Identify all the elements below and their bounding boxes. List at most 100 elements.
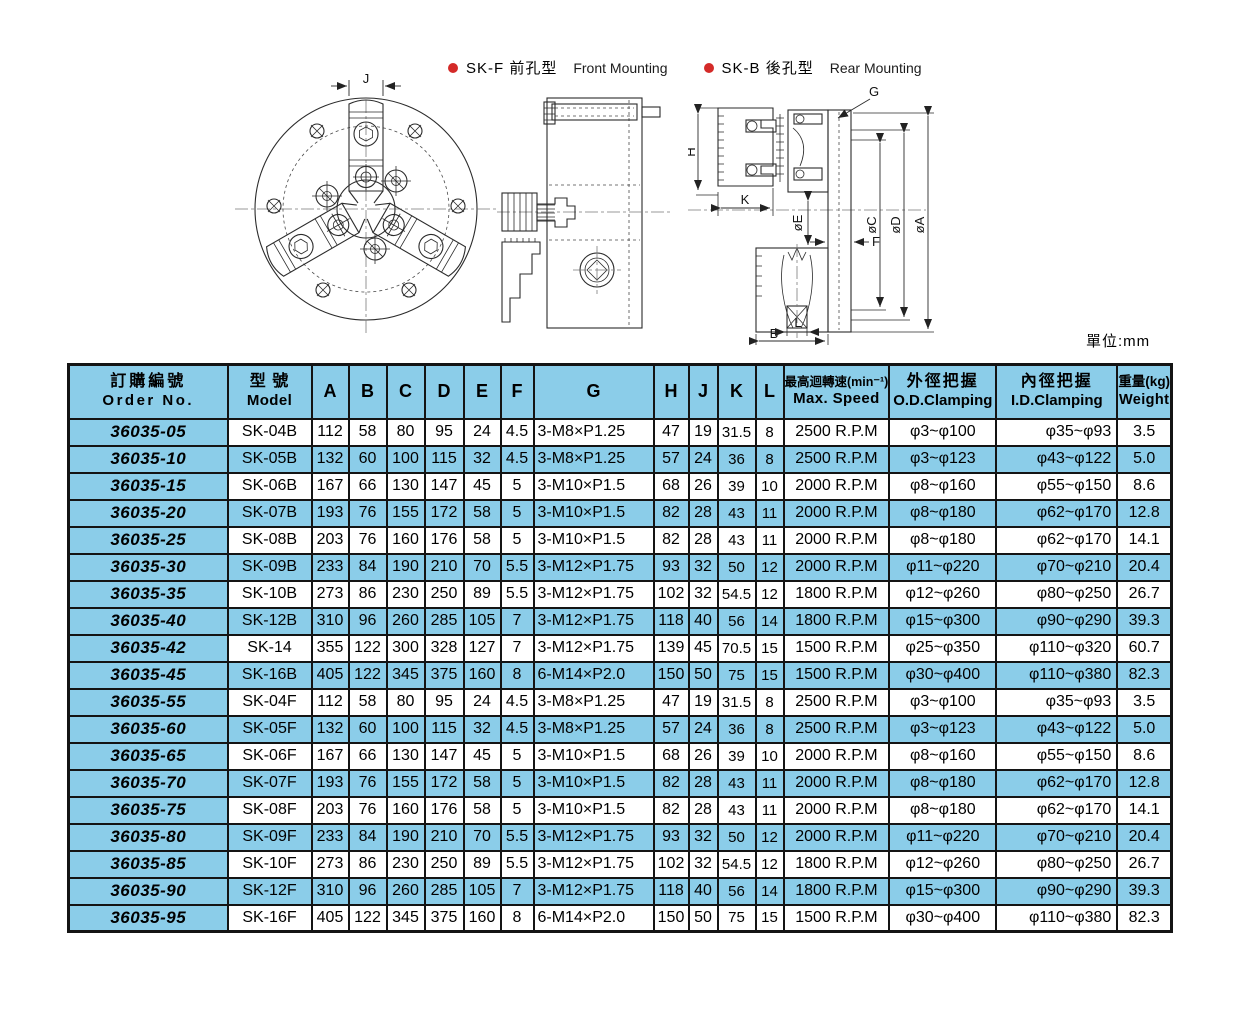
cell-od: φ8~φ180: [888, 498, 998, 528]
cell-b: 76: [347, 768, 388, 798]
cell-k: 36: [716, 714, 757, 744]
cell-j: 28: [687, 795, 719, 825]
cell-a: 310: [310, 606, 350, 636]
cell-a: 203: [310, 525, 350, 555]
cell-weight: 5.0: [1116, 714, 1173, 744]
cell-h: 47: [652, 687, 690, 717]
cell-g: 3-M12×P1.75: [532, 606, 655, 636]
header-weight-zh: 重量(kg): [1118, 374, 1171, 390]
cell-g: 3-M10×P1.5: [532, 768, 655, 798]
cell-j: 32: [687, 552, 719, 582]
header-row: 訂購編號 Order No. 型 號 Model A B C D E F G H…: [67, 363, 1173, 420]
cell-weight: 3.5: [1116, 417, 1173, 447]
dim-label-oa: øA: [912, 216, 927, 233]
cell-e: 160: [462, 903, 502, 933]
cell-a: 167: [310, 741, 350, 771]
cell-f: 5.5: [499, 849, 535, 879]
legend-front-en: Front Mounting: [573, 59, 668, 76]
dim-label-l: L: [794, 315, 801, 330]
cell-k: 39: [716, 471, 757, 501]
cell-speed: 2500 R.P.M: [782, 714, 891, 744]
cell-c: 190: [385, 822, 426, 852]
cell-h: 47: [652, 417, 690, 447]
cell-b: 84: [347, 822, 388, 852]
cell-f: 5: [499, 795, 535, 825]
cell-b: 58: [347, 687, 388, 717]
cell-k: 50: [716, 552, 757, 582]
cell-speed: 2000 R.P.M: [782, 768, 891, 798]
chuck-section-view-drawing: G H K øE F øC øD: [688, 80, 983, 348]
cell-j: 50: [687, 660, 719, 690]
cell-c: 260: [385, 876, 426, 906]
dim-label-k: K: [741, 192, 750, 207]
cell-k: 43: [716, 795, 757, 825]
header-model: 型 號 Model: [226, 363, 313, 420]
cell-c: 100: [385, 714, 426, 744]
cell-od: φ3~φ123: [888, 444, 998, 474]
cell-h: 93: [652, 822, 690, 852]
cell-k: 43: [716, 525, 757, 555]
cell-id: φ90~φ290: [995, 876, 1119, 906]
cell-d: 172: [423, 498, 465, 528]
cell-h: 118: [652, 876, 690, 906]
cell-h: 57: [652, 714, 690, 744]
table-row: 36035-70 SK-07F 193 76 155 172 58 5 3-M10×P1.5 82…: [67, 768, 1173, 798]
cell-g: 6-M14×P2.0: [532, 660, 655, 690]
dim-label-j: J: [363, 74, 370, 86]
cell-j: 40: [687, 606, 719, 636]
cell-h: 82: [652, 498, 690, 528]
cell-l: 15: [754, 660, 785, 690]
cell-speed: 1500 R.P.M: [782, 660, 891, 690]
cell-d: 115: [423, 714, 465, 744]
cell-d: 115: [423, 444, 465, 474]
cell-order: 36035-60: [67, 714, 229, 744]
cell-speed: 2000 R.P.M: [782, 822, 891, 852]
cell-model: SK-10F: [226, 849, 313, 879]
cell-h: 150: [652, 903, 690, 933]
cell-weight: 8.6: [1116, 741, 1173, 771]
cell-id: φ70~φ210: [995, 552, 1119, 582]
cell-model: SK-04B: [226, 417, 313, 447]
table-row: 36035-75 SK-08F 203 76 160 176 58 5 3-M10×P1.5 82…: [67, 795, 1173, 825]
legend-item-rear: SK-B 後孔型 Rear Mounting: [703, 57, 922, 78]
cell-h: 93: [652, 552, 690, 582]
cell-c: 130: [385, 471, 426, 501]
header-order-no: 訂購編號 Order No.: [67, 363, 229, 420]
cell-weight: 26.7: [1116, 579, 1173, 609]
cell-e: 45: [462, 741, 502, 771]
header-dim-k: K: [716, 363, 757, 420]
cell-model: SK-06B: [226, 471, 313, 501]
header-order-en: Order No.: [102, 392, 195, 410]
cell-speed: 2000 R.P.M: [782, 741, 891, 771]
header-speed-en: Max. Speed: [793, 390, 880, 408]
cell-od: φ8~φ160: [888, 471, 998, 501]
header-id-zh: 內徑把握: [1020, 373, 1093, 391]
cell-b: 66: [347, 471, 388, 501]
header-dim-j: J: [687, 363, 719, 420]
cell-f: 5: [499, 525, 535, 555]
cell-order: 36035-65: [67, 741, 229, 771]
cell-od: φ8~φ160: [888, 741, 998, 771]
unit-label: 單位:mm: [1086, 333, 1151, 350]
legend-rear-en: Rear Mounting: [829, 59, 922, 76]
cell-model: SK-04F: [226, 687, 313, 717]
cell-id: φ43~φ122: [995, 714, 1119, 744]
cell-d: 95: [423, 417, 465, 447]
cell-b: 76: [347, 795, 388, 825]
cell-k: 75: [716, 903, 757, 933]
cell-model: SK-05B: [226, 444, 313, 474]
mounting-legend: SK-F 前孔型 Front Mounting SK-B 後孔型 Rear Mo…: [448, 57, 922, 78]
cell-a: 193: [310, 768, 350, 798]
cell-od: φ12~φ260: [888, 579, 998, 609]
cell-a: 405: [310, 903, 350, 933]
cell-weight: 12.8: [1116, 498, 1173, 528]
cell-order: 36035-10: [67, 444, 229, 474]
cell-c: 300: [385, 633, 426, 663]
cell-model: SK-08B: [226, 525, 313, 555]
cell-k: 75: [716, 660, 757, 690]
cell-speed: 1800 R.P.M: [782, 849, 891, 879]
cell-od: φ8~φ180: [888, 525, 998, 555]
header-model-en: Model: [246, 392, 293, 410]
cell-j: 28: [687, 768, 719, 798]
cell-c: 80: [385, 687, 426, 717]
